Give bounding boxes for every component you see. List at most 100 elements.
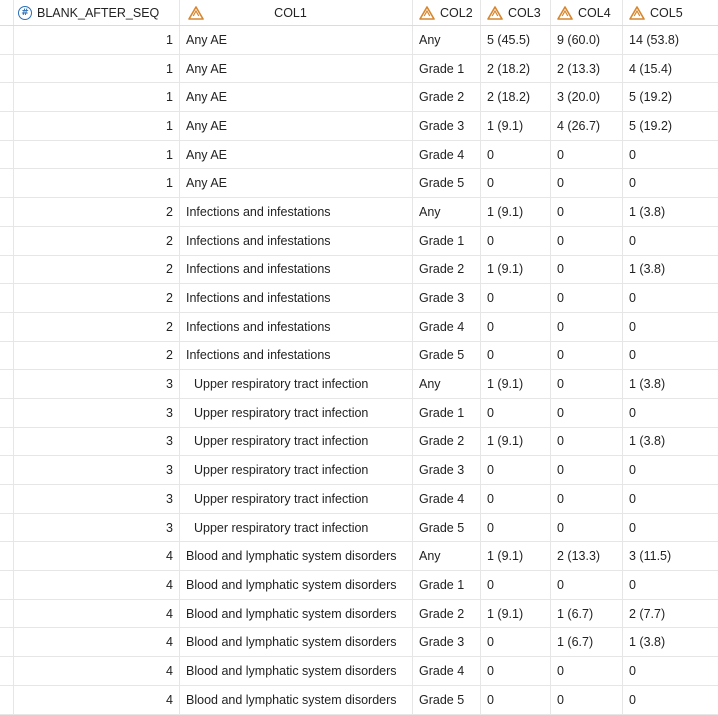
row-number-cell[interactable]	[0, 485, 14, 513]
table-row[interactable]: 3 Upper respiratory tract infection Grade …	[0, 398, 718, 428]
cell-col3[interactable]: 1 (9.1)	[481, 112, 551, 140]
cell-blank-after-seq[interactable]: 4	[14, 657, 180, 685]
cell-blank-after-seq[interactable]: 2	[14, 226, 180, 255]
cell-blank-after-seq[interactable]: 1	[14, 112, 180, 140]
cell-col4[interactable]: 9 (60.0)	[551, 26, 623, 54]
table-row[interactable]: 1 Any AE Grade 1 2 (18.2) 2 (13.3) 4 (15.4)	[0, 54, 718, 84]
cell-col3[interactable]: 2 (18.2)	[481, 54, 551, 83]
cell-col5[interactable]: 1 (3.8)	[623, 428, 703, 456]
row-number-cell[interactable]	[0, 312, 14, 341]
cell-col1[interactable]: Any AE	[180, 140, 413, 169]
cell-col1[interactable]: Any AE	[180, 54, 413, 83]
cell-col3[interactable]: 0	[481, 571, 551, 599]
cell-col2[interactable]: Grade 4	[413, 312, 481, 341]
cell-blank-after-seq[interactable]: 4	[14, 685, 180, 714]
cell-col4[interactable]: 0	[551, 513, 623, 542]
cell-blank-after-seq[interactable]: 1	[14, 54, 180, 83]
cell-col3[interactable]: 5 (45.5)	[481, 26, 551, 54]
cell-col2[interactable]: Any	[413, 26, 481, 54]
cell-col4[interactable]: 0	[551, 255, 623, 284]
cell-blank-after-seq[interactable]: 1	[14, 83, 180, 112]
cell-col2[interactable]: Grade 3	[413, 456, 481, 484]
cell-blank-after-seq[interactable]: 1	[14, 140, 180, 169]
cell-col2[interactable]: Grade 3	[413, 112, 481, 140]
cell-col3[interactable]: 2 (18.2)	[481, 83, 551, 112]
cell-col1[interactable]: Any AE	[180, 26, 413, 54]
cell-col1[interactable]: Infections and infestations	[180, 284, 413, 312]
table-row[interactable]: 2 Infections and infestations Grade 3 0 0 0	[0, 284, 718, 313]
cell-col1[interactable]: Any AE	[180, 83, 413, 112]
cell-col1[interactable]: Infections and infestations	[180, 255, 413, 284]
cell-col1[interactable]: Blood and lymphatic system disorders	[180, 571, 413, 599]
cell-col3[interactable]: 0	[481, 284, 551, 312]
cell-col5[interactable]: 0	[623, 399, 703, 427]
cell-col3[interactable]: 0	[481, 341, 551, 370]
cell-col3[interactable]: 1 (9.1)	[481, 198, 551, 226]
row-number-cell[interactable]	[0, 685, 14, 714]
cell-col3[interactable]: 0	[481, 140, 551, 169]
table-row[interactable]: 4 Blood and lymphatic system disorders Gra…	[0, 599, 718, 629]
cell-col5[interactable]: 0	[623, 657, 703, 685]
cell-col3[interactable]: 1 (9.1)	[481, 427, 551, 456]
cell-col4[interactable]: 0	[551, 226, 623, 255]
table-row[interactable]: 1 Any AE Grade 5 0 0 0	[0, 169, 718, 199]
cell-col1[interactable]: Infections and infestations	[180, 226, 413, 255]
table-row[interactable]: 3 Upper respiratory tract infection Grade …	[0, 456, 718, 485]
cell-col2[interactable]: Any	[413, 370, 481, 398]
cell-col1[interactable]: Upper respiratory tract infection	[180, 398, 413, 427]
row-number-cell[interactable]	[0, 427, 14, 456]
cell-col4[interactable]: 2 (13.3)	[551, 54, 623, 83]
cell-col5[interactable]: 0	[623, 514, 703, 542]
cell-col3[interactable]: 1 (9.1)	[481, 255, 551, 284]
cell-col3[interactable]: 0	[481, 485, 551, 513]
cell-col3[interactable]: 1 (9.1)	[481, 370, 551, 398]
cell-col2[interactable]: Grade 5	[413, 169, 481, 198]
row-number-cell[interactable]	[0, 571, 14, 599]
cell-col1[interactable]: Blood and lymphatic system disorders	[180, 599, 413, 628]
cell-col5[interactable]: 0	[623, 571, 703, 599]
cell-col2[interactable]: Grade 3	[413, 628, 481, 657]
cell-col1[interactable]: Blood and lymphatic system disorders	[180, 628, 413, 657]
cell-col2[interactable]: Grade 1	[413, 54, 481, 83]
row-number-cell[interactable]	[0, 599, 14, 628]
cell-blank-after-seq[interactable]: 1	[14, 169, 180, 198]
cell-col2[interactable]: Grade 2	[413, 427, 481, 456]
table-row[interactable]: 1 Any AE Any 5 (45.5) 9 (60.0) 14 (53.8)	[0, 26, 718, 55]
table-row[interactable]: 3 Upper respiratory tract infection Grade …	[0, 513, 718, 543]
cell-col3[interactable]: 0	[481, 657, 551, 685]
cell-col2[interactable]: Any	[413, 542, 481, 571]
cell-col5[interactable]: 14 (53.8)	[623, 26, 703, 54]
cell-blank-after-seq[interactable]: 3	[14, 370, 180, 398]
cell-col5[interactable]: 0	[623, 284, 703, 312]
cell-blank-after-seq[interactable]: 2	[14, 341, 180, 370]
cell-col3[interactable]: 0	[481, 456, 551, 484]
cell-col3[interactable]: 1 (9.1)	[481, 599, 551, 628]
cell-col2[interactable]: Grade 2	[413, 83, 481, 112]
cell-blank-after-seq[interactable]: 4	[14, 571, 180, 599]
cell-col5[interactable]: 3 (11.5)	[623, 542, 703, 570]
cell-col1[interactable]: Upper respiratory tract infection	[180, 427, 413, 456]
cell-blank-after-seq[interactable]: 2	[14, 255, 180, 284]
cell-col3[interactable]: 0	[481, 169, 551, 198]
column-header-col3[interactable]: COL3	[481, 0, 551, 25]
cell-col2[interactable]: Grade 2	[413, 599, 481, 628]
column-header-col5[interactable]: COL5	[623, 0, 703, 25]
cell-col5[interactable]: 0	[623, 485, 703, 513]
cell-col4[interactable]: 0	[551, 341, 623, 370]
cell-col2[interactable]: Grade 1	[413, 398, 481, 427]
cell-col4[interactable]: 0	[551, 284, 623, 312]
cell-blank-after-seq[interactable]: 3	[14, 398, 180, 427]
row-number-cell[interactable]	[0, 284, 14, 312]
cell-col5[interactable]: 1 (3.8)	[623, 256, 703, 284]
cell-col5[interactable]: 0	[623, 313, 703, 341]
column-header-col4[interactable]: COL4	[551, 0, 623, 25]
cell-col2[interactable]: Grade 4	[413, 657, 481, 685]
table-row[interactable]: 3 Upper respiratory tract infection Grade …	[0, 485, 718, 514]
cell-col4[interactable]: 0	[551, 169, 623, 198]
row-number-cell[interactable]	[0, 26, 14, 54]
cell-col4[interactable]: 0	[551, 485, 623, 513]
table-row[interactable]: 4 Blood and lymphatic system disorders Gra…	[0, 571, 718, 600]
row-number-cell[interactable]	[0, 112, 14, 140]
cell-col1[interactable]: Blood and lymphatic system disorders	[180, 657, 413, 685]
cell-col2[interactable]: Grade 4	[413, 485, 481, 513]
